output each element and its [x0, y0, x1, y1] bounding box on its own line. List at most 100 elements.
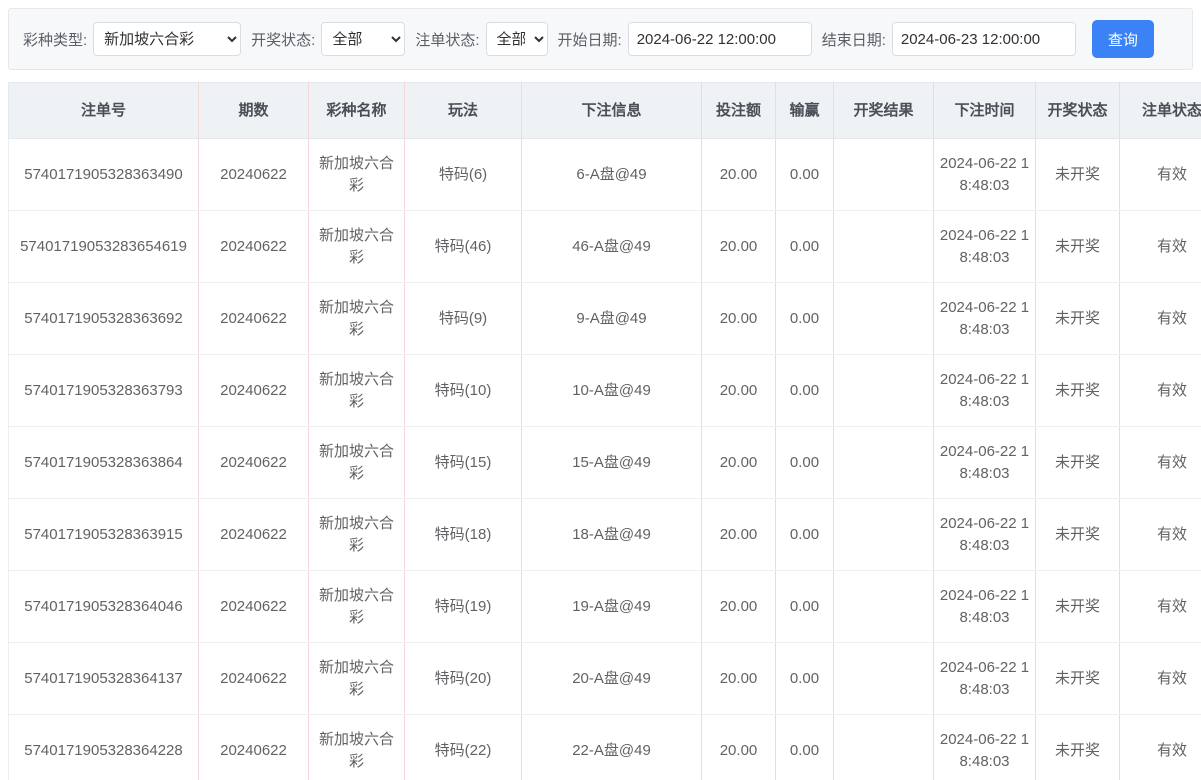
cell-draw-result — [833, 210, 934, 283]
cell-bet-time: 2024-06-22 18:48:03 — [933, 210, 1036, 283]
cell-issue: 20240622 — [198, 642, 309, 715]
cell-order-no: 5740171905328363793 — [8, 354, 199, 427]
cell-issue: 20240622 — [198, 714, 309, 780]
header-draw-status[interactable]: 开奖状态 — [1035, 82, 1120, 139]
cell-play: 特码(46) — [404, 210, 522, 283]
cell-play: 特码(20) — [404, 642, 522, 715]
cell-order-no: 57401719053283654619 — [8, 210, 199, 283]
table-row[interactable]: 5740171905328364046 20240622 新加坡六合彩 特码(19) 1… — [8, 570, 1201, 643]
cell-issue: 20240622 — [198, 570, 309, 643]
cell-order-no: 5740171905328364046 — [8, 570, 199, 643]
cell-issue: 20240622 — [198, 138, 309, 211]
cell-draw-result — [833, 426, 934, 499]
header-win-loss[interactable]: 输赢 — [775, 82, 834, 139]
cell-bet-info: 46-A盘@49 — [521, 210, 702, 283]
table-row[interactable]: 5740171905328363915 20240622 新加坡六合彩 特码(18) 1… — [8, 498, 1201, 571]
cell-order-status: 有效 — [1119, 354, 1201, 427]
cell-draw-result — [833, 642, 934, 715]
cell-play: 特码(22) — [404, 714, 522, 780]
cell-draw-status: 未开奖 — [1035, 714, 1120, 780]
cell-draw-result — [833, 354, 934, 427]
cell-order-no: 5740171905328363915 — [8, 498, 199, 571]
query-button[interactable]: 查询 — [1091, 20, 1154, 58]
cell-issue: 20240622 — [198, 498, 309, 571]
cell-win-loss: 0.00 — [775, 642, 834, 715]
header-lottery-name[interactable]: 彩种名称 — [308, 82, 405, 139]
draw-status-select[interactable]: 全部 — [321, 22, 406, 56]
header-order-no[interactable]: 注单号 — [8, 82, 199, 139]
orders-table: 注单号 期数 彩种名称 玩法 下注信息 投注额 输赢 开奖结果 下注时间 开奖状… — [8, 82, 1201, 780]
cell-issue: 20240622 — [198, 354, 309, 427]
cell-draw-result — [833, 714, 934, 780]
orders-table-container: 注单号 期数 彩种名称 玩法 下注信息 投注额 输赢 开奖结果 下注时间 开奖状… — [8, 82, 1201, 780]
header-draw-result[interactable]: 开奖结果 — [833, 82, 934, 139]
cell-play: 特码(15) — [404, 426, 522, 499]
header-bet-info[interactable]: 下注信息 — [521, 82, 702, 139]
cell-draw-status: 未开奖 — [1035, 642, 1120, 715]
cell-draw-status: 未开奖 — [1035, 426, 1120, 499]
cell-bet-time: 2024-06-22 18:48:03 — [933, 714, 1036, 780]
cell-win-loss: 0.00 — [775, 354, 834, 427]
cell-bet-info: 10-A盘@49 — [521, 354, 702, 427]
cell-bet-info: 19-A盘@49 — [521, 570, 702, 643]
cell-amount: 20.00 — [701, 354, 776, 427]
table-row[interactable]: 5740171905328363793 20240622 新加坡六合彩 特码(10) 1… — [8, 354, 1201, 427]
table-header-row: 注单号 期数 彩种名称 玩法 下注信息 投注额 输赢 开奖结果 下注时间 开奖状… — [8, 82, 1201, 139]
table-row[interactable]: 5740171905328363692 20240622 新加坡六合彩 特码(9) 9-… — [8, 282, 1201, 355]
cell-order-status: 有效 — [1119, 210, 1201, 283]
header-amount[interactable]: 投注额 — [701, 82, 776, 139]
cell-draw-status: 未开奖 — [1035, 282, 1120, 355]
lottery-type-select[interactable]: 新加坡六合彩 — [93, 22, 242, 56]
cell-lottery-name: 新加坡六合彩 — [308, 426, 405, 499]
cell-bet-info: 6-A盘@49 — [521, 138, 702, 211]
cell-order-no: 5740171905328364228 — [8, 714, 199, 780]
cell-order-no: 5740171905328364137 — [8, 642, 199, 715]
order-status-label: 注单状态: — [415, 31, 480, 49]
end-date-input[interactable] — [891, 22, 1076, 56]
cell-bet-info: 22-A盘@49 — [521, 714, 702, 780]
table-head: 注单号 期数 彩种名称 玩法 下注信息 投注额 输赢 开奖结果 下注时间 开奖状… — [8, 82, 1201, 139]
cell-bet-time: 2024-06-22 18:48:03 — [933, 354, 1036, 427]
cell-amount: 20.00 — [701, 498, 776, 571]
lottery-type-label: 彩种类型: — [23, 31, 88, 49]
table-row[interactable]: 5740171905328363490 20240622 新加坡六合彩 特码(6) 6-… — [8, 138, 1201, 211]
cell-draw-status: 未开奖 — [1035, 570, 1120, 643]
cell-win-loss: 0.00 — [775, 138, 834, 211]
cell-bet-info: 18-A盘@49 — [521, 498, 702, 571]
cell-win-loss: 0.00 — [775, 570, 834, 643]
cell-draw-status: 未开奖 — [1035, 138, 1120, 211]
cell-draw-status: 未开奖 — [1035, 354, 1120, 427]
table-row[interactable]: 5740171905328364228 20240622 新加坡六合彩 特码(22) 2… — [8, 714, 1201, 780]
draw-status-label: 开奖状态: — [251, 31, 316, 49]
cell-amount: 20.00 — [701, 570, 776, 643]
cell-win-loss: 0.00 — [775, 498, 834, 571]
cell-order-status: 有效 — [1119, 138, 1201, 211]
cell-bet-time: 2024-06-22 18:48:03 — [933, 642, 1036, 715]
cell-order-status: 有效 — [1119, 642, 1201, 715]
order-status-select[interactable]: 全部 — [485, 22, 548, 56]
cell-win-loss: 0.00 — [775, 210, 834, 283]
cell-issue: 20240622 — [198, 282, 309, 355]
header-order-status[interactable]: 注单状态 — [1119, 82, 1201, 139]
cell-order-status: 有效 — [1119, 714, 1201, 780]
cell-amount: 20.00 — [701, 210, 776, 283]
table-row[interactable]: 57401719053283654619 20240622 新加坡六合彩 特码(46)… — [8, 210, 1201, 283]
cell-order-no: 5740171905328363490 — [8, 138, 199, 211]
cell-bet-time: 2024-06-22 18:48:03 — [933, 570, 1036, 643]
cell-bet-info: 9-A盘@49 — [521, 282, 702, 355]
cell-draw-result — [833, 282, 934, 355]
cell-lottery-name: 新加坡六合彩 — [308, 210, 405, 283]
cell-lottery-name: 新加坡六合彩 — [308, 498, 405, 571]
table-row[interactable]: 5740171905328363864 20240622 新加坡六合彩 特码(15) 1… — [8, 426, 1201, 499]
header-issue[interactable]: 期数 — [198, 82, 309, 139]
cell-play: 特码(10) — [404, 354, 522, 427]
cell-draw-result — [833, 570, 934, 643]
start-date-input[interactable] — [627, 22, 812, 56]
cell-draw-result — [833, 138, 934, 211]
header-bet-time[interactable]: 下注时间 — [933, 82, 1036, 139]
cell-play: 特码(9) — [404, 282, 522, 355]
cell-lottery-name: 新加坡六合彩 — [308, 642, 405, 715]
header-play[interactable]: 玩法 — [404, 82, 522, 139]
cell-win-loss: 0.00 — [775, 714, 834, 780]
table-row[interactable]: 5740171905328364137 20240622 新加坡六合彩 特码(20) 2… — [8, 642, 1201, 715]
